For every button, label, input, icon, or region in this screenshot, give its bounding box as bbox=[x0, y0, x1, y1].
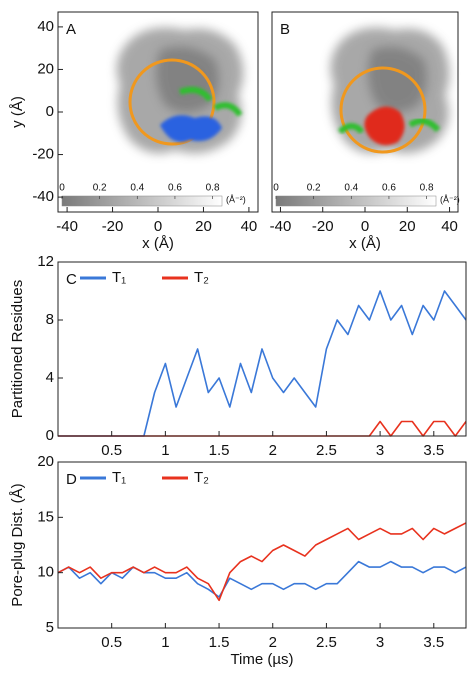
y-tick-label: 20 bbox=[37, 453, 54, 470]
y-tick-label: -40 bbox=[32, 188, 54, 205]
colorbar bbox=[275, 195, 437, 207]
colorbar-tick-label: 0.6 bbox=[168, 183, 182, 194]
x-tick-label: 40 bbox=[441, 218, 458, 235]
x-tick-label: 0.5 bbox=[101, 442, 122, 459]
series-line bbox=[58, 290, 467, 437]
x-tick-label: 2.5 bbox=[316, 442, 337, 459]
y-axis-label: Pore-plug Dist. (Å) bbox=[9, 483, 26, 606]
series-line bbox=[57, 560, 467, 598]
y-tick-label: -20 bbox=[32, 146, 54, 163]
x-tick-label: 20 bbox=[195, 218, 212, 235]
y-tick-label: 5 bbox=[46, 619, 54, 636]
series-line bbox=[58, 420, 467, 437]
legend-label: T₂ bbox=[194, 469, 209, 486]
legend-label: T₂ bbox=[194, 269, 209, 286]
x-tick-label: 0 bbox=[361, 218, 369, 235]
x-tick-label: 40 bbox=[241, 218, 258, 235]
series-line bbox=[57, 522, 467, 602]
y-tick-label: 0 bbox=[46, 103, 54, 120]
x-tick-label: 1 bbox=[161, 442, 169, 459]
panel-label: D bbox=[66, 471, 77, 488]
x-tick-label: 1.5 bbox=[209, 442, 230, 459]
panel-label: A bbox=[66, 21, 76, 38]
y-tick-label: 20 bbox=[37, 60, 54, 77]
colorbar-tick-label: 0.2 bbox=[307, 183, 321, 194]
x-tick-label: 0.5 bbox=[101, 634, 122, 651]
colorbar bbox=[61, 195, 223, 207]
panel-label: B bbox=[280, 21, 290, 38]
density-b bbox=[330, 27, 450, 154]
colorbar-tick-label: 0 bbox=[273, 183, 279, 194]
plot-frame bbox=[57, 261, 467, 437]
legend-label: T₁ bbox=[112, 269, 126, 286]
x-tick-label: -20 bbox=[312, 218, 334, 235]
y-tick-label: 10 bbox=[37, 564, 54, 581]
x-tick-label: -40 bbox=[270, 218, 292, 235]
density-a bbox=[116, 27, 244, 154]
x-tick-label: 1.5 bbox=[209, 634, 230, 651]
y-tick-label: 0 bbox=[46, 427, 54, 444]
colorbar-tick-label: 0.4 bbox=[130, 183, 144, 194]
colorbar-tick-label: 0 bbox=[59, 183, 65, 194]
x-axis-label: x (Å) bbox=[142, 235, 174, 252]
colorbar-tick-label: 0.4 bbox=[344, 183, 358, 194]
y-tick-label: 40 bbox=[37, 18, 54, 35]
plot-frame bbox=[57, 461, 467, 629]
y-tick-label: 8 bbox=[46, 311, 54, 328]
y-tick-label: 15 bbox=[37, 508, 54, 525]
y-axis-label: Partitioned Residues bbox=[9, 280, 26, 418]
x-tick-label: 3.5 bbox=[423, 442, 444, 459]
y-axis-label: y (Å) bbox=[9, 96, 26, 128]
colorbar-tick-label: 0.8 bbox=[420, 183, 434, 194]
x-axis-label: x (Å) bbox=[349, 235, 381, 252]
colorbar-label: (Å⁻²) bbox=[440, 194, 460, 204]
legend-label: T₁ bbox=[112, 469, 126, 486]
x-tick-label: 2 bbox=[269, 442, 277, 459]
x-tick-label: 3 bbox=[376, 442, 384, 459]
x-tick-label: 0 bbox=[154, 218, 162, 235]
x-tick-label: 20 bbox=[399, 218, 416, 235]
colorbar-label: (Å⁻²) bbox=[226, 194, 246, 204]
x-tick-label: -20 bbox=[102, 218, 124, 235]
x-axis-label: Time (µs) bbox=[230, 651, 293, 668]
x-tick-label: 2 bbox=[269, 634, 277, 651]
colorbar-tick-label: 0.8 bbox=[206, 183, 220, 194]
y-tick-label: 12 bbox=[37, 253, 54, 270]
x-tick-label: 3 bbox=[376, 634, 384, 651]
x-tick-label: 2.5 bbox=[316, 634, 337, 651]
panel-label: C bbox=[66, 271, 77, 288]
x-tick-label: 3.5 bbox=[423, 634, 444, 651]
colorbar-tick-label: 0.2 bbox=[93, 183, 107, 194]
x-tick-label: -40 bbox=[56, 218, 78, 235]
x-tick-label: 1 bbox=[161, 634, 169, 651]
y-tick-label: 4 bbox=[46, 369, 54, 386]
colorbar-tick-label: 0.6 bbox=[382, 183, 396, 194]
